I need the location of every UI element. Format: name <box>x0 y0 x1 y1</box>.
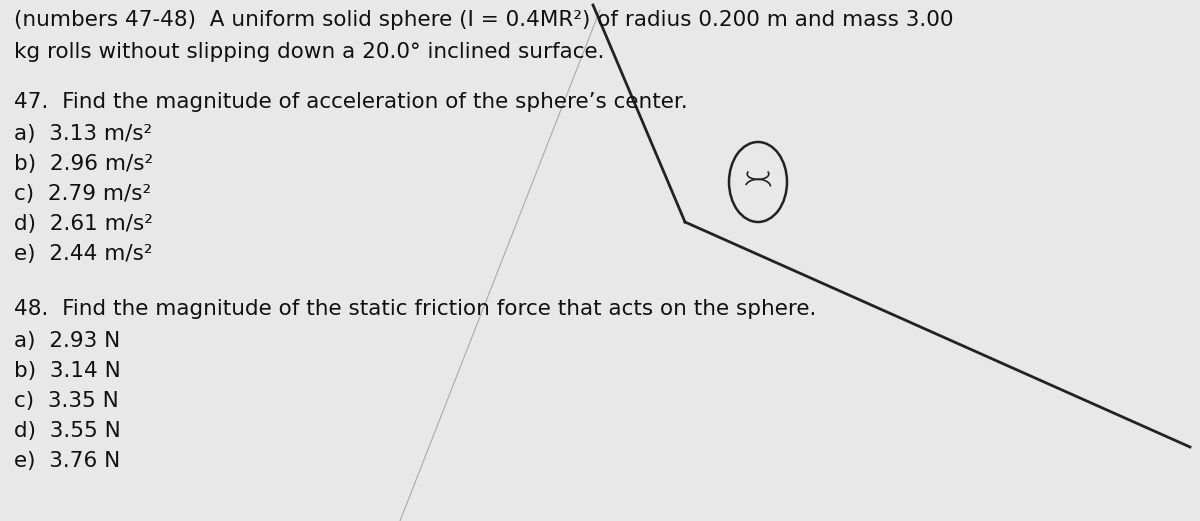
Text: 47.  Find the magnitude of acceleration of the sphere’s center.: 47. Find the magnitude of acceleration o… <box>14 92 688 112</box>
Text: (numbers 47-48)  A uniform solid sphere (I = 0.4MR²) of radius 0.200 m and mass : (numbers 47-48) A uniform solid sphere (… <box>14 10 954 30</box>
Text: d)  2.61 m/s²: d) 2.61 m/s² <box>14 214 152 234</box>
Text: e)  2.44 m/s²: e) 2.44 m/s² <box>14 244 152 264</box>
Text: c)  3.35 N: c) 3.35 N <box>14 391 119 411</box>
Text: a)  3.13 m/s²: a) 3.13 m/s² <box>14 124 152 144</box>
Text: kg rolls without slipping down a 20.0° inclined surface.: kg rolls without slipping down a 20.0° i… <box>14 42 605 62</box>
Text: e)  3.76 N: e) 3.76 N <box>14 451 120 471</box>
Text: 48.  Find the magnitude of the static friction force that acts on the sphere.: 48. Find the magnitude of the static fri… <box>14 299 816 319</box>
Text: b)  3.14 N: b) 3.14 N <box>14 361 121 381</box>
Text: a)  2.93 N: a) 2.93 N <box>14 331 120 351</box>
Text: b)  2.96 m/s²: b) 2.96 m/s² <box>14 154 154 174</box>
Text: c)  2.79 m/s²: c) 2.79 m/s² <box>14 184 151 204</box>
Text: d)  3.55 N: d) 3.55 N <box>14 421 121 441</box>
